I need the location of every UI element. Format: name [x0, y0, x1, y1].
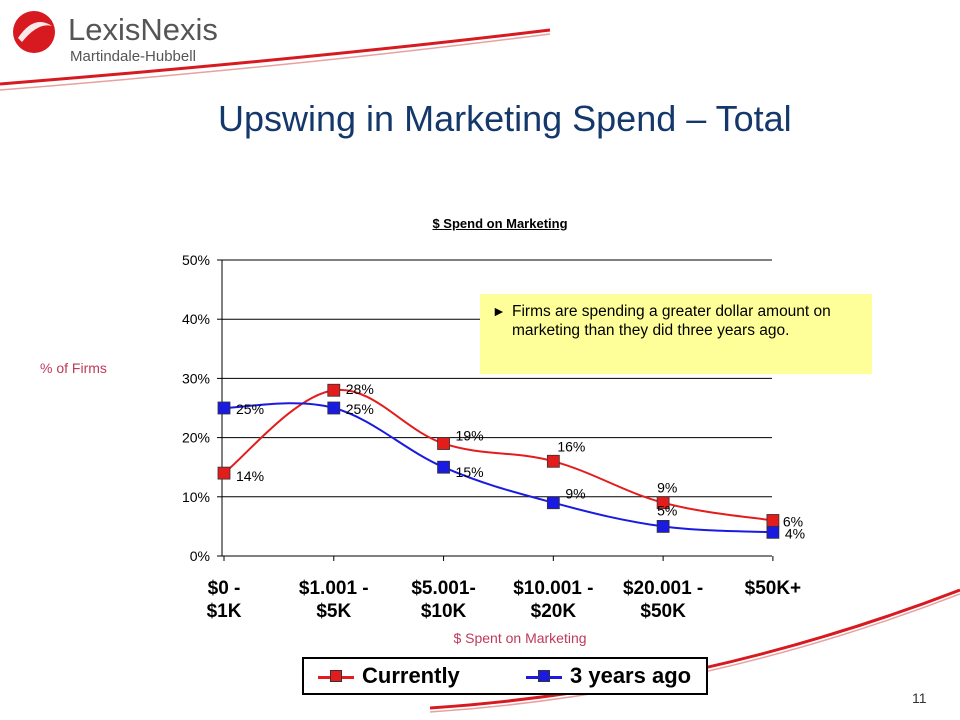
- legend-label-currently: Currently: [362, 663, 460, 688]
- slide-title: Upswing in Marketing Spend – Total: [218, 98, 792, 139]
- page-number: 11: [912, 690, 927, 706]
- legend-marker-3-years-ago: [538, 670, 550, 682]
- callout-arrow-icon: ►: [492, 303, 506, 319]
- lexisnexis-logo: LexisNexis Martindale-Hubbell: [8, 6, 268, 66]
- y-tick-label: 0%: [190, 548, 210, 564]
- y-tick-label: 50%: [182, 252, 210, 268]
- data-label: 16%: [557, 438, 585, 454]
- y-tick-label: 10%: [182, 489, 210, 505]
- data-point-currently: [327, 383, 341, 397]
- data-label: 19%: [456, 428, 484, 444]
- y-tick-label: 40%: [182, 311, 210, 327]
- x-tick-label: $5.001-$10K: [411, 578, 475, 622]
- legend-label-3-years-ago: 3 years ago: [570, 663, 692, 688]
- data-label: 5%: [657, 502, 677, 518]
- data-point-currently: [656, 496, 670, 510]
- data-label: 9%: [657, 480, 677, 496]
- data-label: 25%: [346, 401, 374, 417]
- data-label: 28%: [346, 381, 374, 397]
- data-label: 6%: [783, 513, 803, 529]
- series-line-3-years-ago: [223, 402, 773, 534]
- y-tick-label: 20%: [182, 430, 210, 446]
- x-axis-label: $ Spent on Marketing: [453, 630, 587, 646]
- y-tick-label: 30%: [182, 370, 210, 386]
- chart-legend: Currently 3 years ago: [302, 657, 708, 695]
- legend-marker-currently: [330, 670, 342, 682]
- data-point-3-years-ago: [327, 401, 341, 415]
- data-label: 4%: [785, 525, 805, 541]
- x-tick-label: $10.001 -$20K: [513, 578, 593, 622]
- data-point-3-years-ago: [546, 496, 560, 510]
- data-point-3-years-ago: [656, 520, 670, 533]
- chart-title: $ Spend on Marketing: [432, 216, 568, 231]
- x-tick-label: $0 -$1K: [207, 578, 242, 622]
- data-point-currently: [217, 466, 231, 480]
- x-tick-label: $1.001 -$5K: [299, 578, 369, 622]
- x-tick-label: $20.001 -$50K: [623, 578, 703, 622]
- x-tick-label: $50K+: [745, 578, 802, 599]
- callout-box: ► Firms are spending a greater dollar am…: [480, 294, 872, 374]
- logo-subtitle: Martindale-Hubbell: [70, 48, 196, 65]
- data-label: 14%: [236, 468, 264, 484]
- data-point-3-years-ago: [217, 401, 231, 415]
- data-point-3-years-ago: [766, 525, 780, 539]
- data-point-3-years-ago: [437, 460, 450, 474]
- y-axis-label: % of Firms: [40, 360, 107, 376]
- data-point-currently: [766, 514, 780, 527]
- data-label: 25%: [236, 401, 264, 417]
- data-point-currently: [437, 437, 450, 450]
- logo-emblem-icon: [13, 11, 55, 53]
- callout-text: Firms are spending a greater dollar amou…: [512, 303, 831, 339]
- logo-wordmark: LexisNexis: [68, 12, 218, 47]
- data-point-currently: [546, 454, 560, 468]
- data-label: 9%: [565, 486, 585, 502]
- series-line-currently: [223, 388, 774, 522]
- data-label: 15%: [456, 464, 484, 480]
